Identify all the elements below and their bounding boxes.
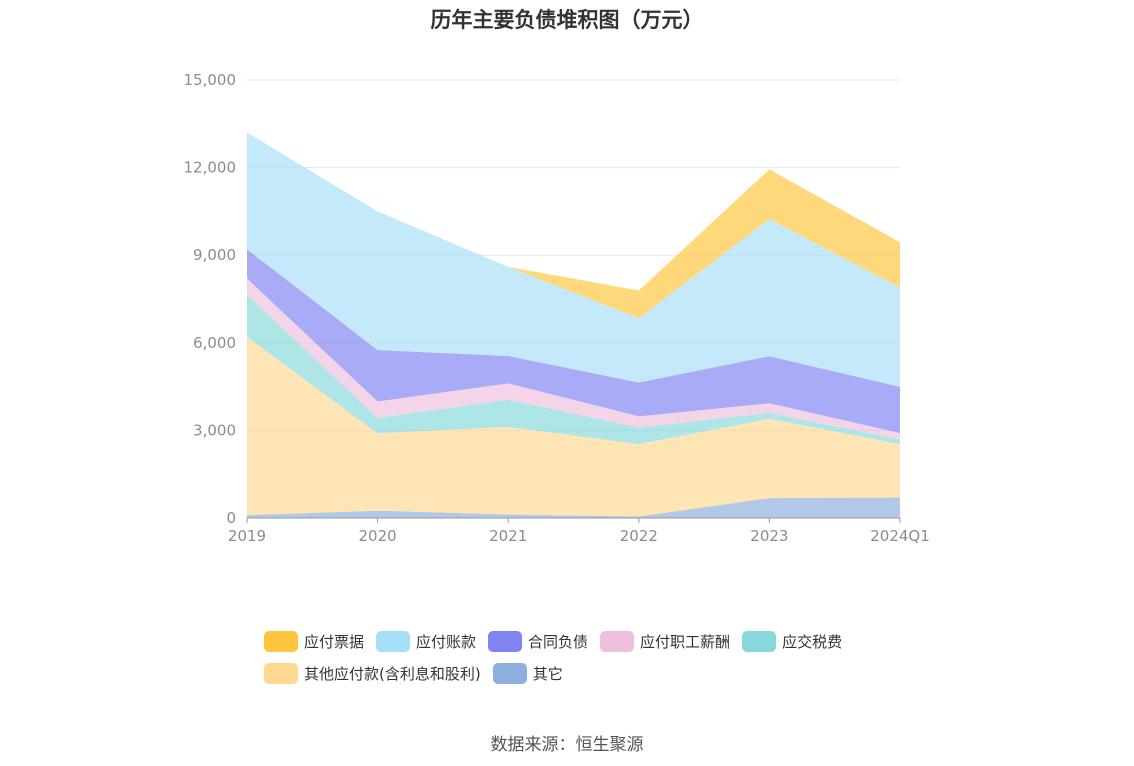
chart-title: 历年主要负债堆积图（万元）	[430, 8, 704, 32]
stacked-area-chart: 0 3,000 6,000 9,000 12,000 15,000 2019 2020 2021…	[184, 71, 930, 545]
y-tick-label: 12,000	[184, 159, 237, 177]
y-tick-label: 6,000	[193, 334, 236, 352]
x-tick-label: 2023	[750, 527, 788, 545]
legend-swatch	[264, 630, 298, 652]
y-tick-label: 15,000	[184, 71, 237, 89]
area-series	[247, 294, 900, 445]
legend-label: 应付账款	[416, 632, 477, 651]
x-tick-label: 2021	[489, 527, 527, 545]
legend-item[interactable]: 合同负债	[488, 630, 588, 652]
chart-legend: 应付票据 应付账款 合同负债 应付职工薪酬 应交税费其他应付款(含利息和股利) 其它	[264, 630, 904, 694]
area-series	[247, 249, 900, 434]
y-tick-label: 9,000	[193, 246, 236, 264]
area-series	[247, 278, 900, 440]
area-series	[247, 336, 900, 517]
legend-swatch	[742, 630, 777, 652]
legend-label: 合同负债	[528, 632, 589, 651]
legend-label: 应付票据	[304, 632, 365, 651]
legend-swatch	[488, 630, 523, 652]
legend-item[interactable]: 应付职工薪酬	[600, 630, 730, 652]
legend-swatch	[492, 662, 527, 684]
area-series	[247, 132, 900, 387]
legend-item[interactable]: 其它	[492, 662, 563, 684]
legend-item[interactable]: 其他应付款(含利息和股利)	[264, 662, 481, 684]
legend-label: 其他应付款(含利息和股利)	[304, 664, 481, 683]
legend-swatch	[376, 630, 411, 652]
x-tick-label: 2020	[359, 527, 397, 545]
x-tick-label: 2022	[620, 527, 658, 545]
area-series	[247, 132, 900, 319]
legend-label: 应交税费	[782, 632, 843, 651]
legend-label: 应付职工薪酬	[640, 632, 731, 651]
legend-swatch	[600, 630, 635, 652]
x-tick-label: 2019	[228, 527, 266, 545]
data-source: 数据来源：恒生聚源	[490, 735, 644, 755]
area-series	[247, 497, 900, 518]
legend-item[interactable]: 应交税费	[742, 630, 842, 652]
legend-label: 其它	[532, 664, 563, 683]
legend-item[interactable]: 应付账款	[376, 630, 476, 652]
y-tick-label: 0	[226, 509, 236, 527]
y-tick-label: 3,000	[193, 421, 236, 439]
x-tick-label: 2024Q1	[870, 527, 930, 545]
legend-item[interactable]: 应付票据	[264, 630, 364, 652]
legend-swatch	[264, 662, 298, 684]
